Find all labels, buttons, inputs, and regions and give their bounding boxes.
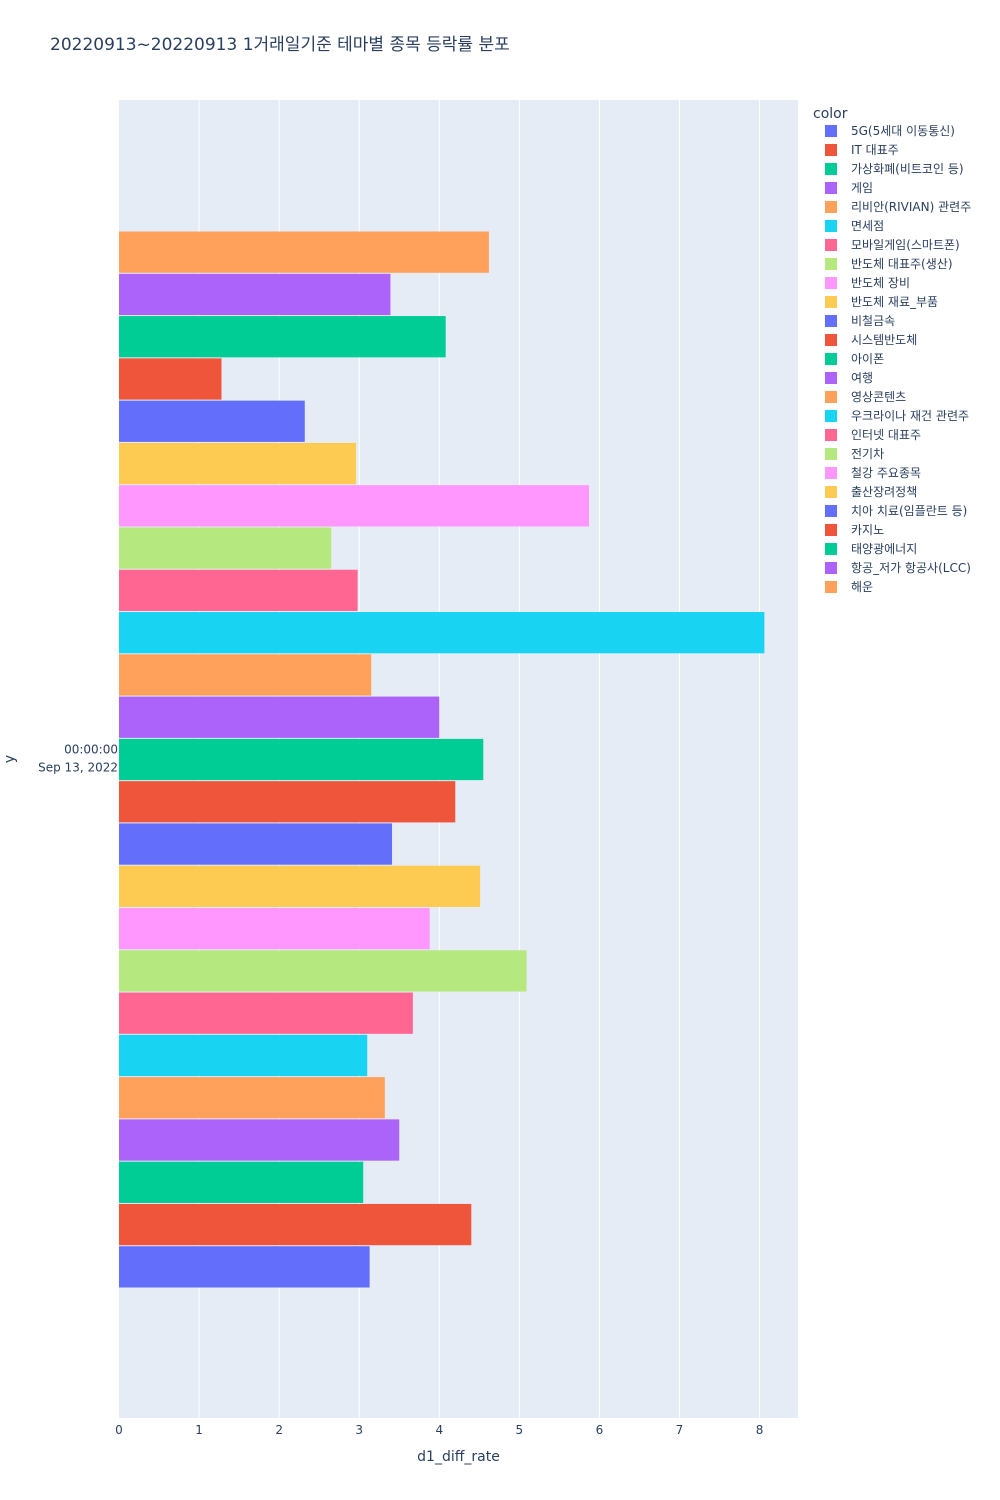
bar-19 (119, 442, 357, 485)
legend-label-3: 게임 (851, 181, 873, 195)
bar-5 (119, 1034, 368, 1077)
bar-17 (119, 527, 332, 569)
chart-title: 20220913~20220913 1거래일기준 테마별 종목 등락률 분포 (50, 35, 510, 55)
legend-swatch-2 (825, 163, 837, 175)
legend-label-14: 영상콘텐츠 (851, 390, 906, 404)
legend-swatch-0 (825, 125, 837, 137)
bar-6 (119, 992, 413, 1034)
bars (119, 231, 765, 1288)
legend-swatch-8 (825, 277, 837, 289)
bar-13 (119, 696, 440, 738)
bar-8 (119, 907, 430, 950)
legend-swatch-16 (825, 429, 837, 441)
legend-label-9: 반도체 재료_부품 (851, 295, 938, 309)
bar-12 (119, 738, 484, 781)
x-tick-label: 6 (596, 1423, 604, 1437)
legend-label-11: 시스템반도체 (851, 333, 917, 347)
x-tick-label: 8 (756, 1423, 764, 1437)
bar-23 (119, 273, 391, 316)
bar-9 (119, 865, 481, 907)
bar-20 (119, 400, 305, 442)
x-tick-label: 1 (195, 1423, 203, 1437)
bar-7 (119, 950, 527, 992)
x-tick-label: 3 (355, 1423, 363, 1437)
legend-swatch-11 (825, 334, 837, 346)
legend-label-21: 카지노 (851, 523, 884, 537)
bar-2 (119, 1161, 364, 1203)
bar-18 (119, 485, 590, 527)
legend-swatch-23 (825, 562, 837, 574)
legend-label-13: 여행 (851, 370, 873, 385)
y-tick-label-time: 00:00:00 (64, 743, 118, 757)
legend-label-20: 치아 치료(임플란트 등) (851, 504, 967, 518)
legend-label-15: 우크라이나 재건 관련주 (851, 409, 969, 423)
legend-label-6: 모바일게임(스마트폰) (851, 238, 960, 252)
legend-swatch-7 (825, 258, 837, 270)
legend-label-2: 가상화폐(비트코인 등) (851, 162, 964, 176)
legend-swatch-17 (825, 448, 837, 460)
x-tick-label: 0 (115, 1423, 123, 1437)
legend-swatch-1 (825, 144, 837, 156)
legend-swatch-24 (825, 581, 837, 593)
y-axis-title: y (2, 755, 18, 763)
legend-swatch-9 (825, 296, 837, 308)
legend-swatch-15 (825, 410, 837, 422)
legend-swatch-13 (825, 372, 837, 384)
legend-swatch-5 (825, 220, 837, 232)
bar-3 (119, 1119, 400, 1161)
legend-label-16: 인터넷 대표주 (851, 428, 921, 442)
legend-swatch-22 (825, 543, 837, 555)
bar-15 (119, 612, 765, 654)
x-tick-label: 2 (275, 1423, 283, 1437)
x-tick-label: 5 (516, 1423, 524, 1437)
legend-swatch-20 (825, 505, 837, 517)
legend-label-4: 리비안(RIVIAN) 관련주 (851, 200, 971, 214)
legend-label-22: 태양광에너지 (851, 542, 917, 556)
x-axis-ticks: 0 1 2 3 4 5 6 7 8 (115, 1423, 763, 1437)
legend-label-8: 반도체 장비 (851, 276, 910, 290)
y-tick-label-date: Sep 13, 2022 (38, 761, 118, 775)
legend-label-10: 비철금속 (851, 314, 895, 328)
legend-swatch-19 (825, 486, 837, 498)
bar-21 (119, 358, 222, 400)
bar-22 (119, 316, 446, 358)
legend-swatch-6 (825, 239, 837, 251)
bar-1 (119, 1203, 472, 1246)
bar-16 (119, 569, 358, 612)
x-tick-label: 7 (676, 1423, 684, 1437)
bar-10 (119, 823, 393, 865)
legend-label-24: 해운 (851, 580, 873, 594)
legend-label-1: IT 대표주 (851, 143, 899, 157)
legend-swatch-14 (825, 391, 837, 403)
legend-swatch-4 (825, 201, 837, 213)
bar-24 (119, 231, 489, 273)
legend-label-19: 출산장려정책 (851, 484, 917, 499)
legend-swatch-21 (825, 524, 837, 536)
bar-14 (119, 654, 372, 696)
bar-11 (119, 781, 456, 823)
x-tick-label: 4 (435, 1423, 443, 1437)
x-axis-title: d1_diff_rate (417, 1449, 500, 1465)
legend-label-12: 아이폰 (851, 352, 884, 366)
bar-4 (119, 1077, 385, 1119)
legend-label-5: 면세점 (851, 219, 884, 233)
legend-swatch-12 (825, 353, 837, 365)
legend-title: color (813, 106, 848, 122)
legend-label-7: 반도체 대표주(생산) (851, 257, 953, 271)
legend-label-17: 전기차 (851, 447, 884, 461)
legend-swatch-3 (825, 182, 837, 194)
bar-0 (119, 1246, 370, 1288)
legend-label-23: 항공_저가 항공사(LCC) (851, 561, 971, 575)
legend-swatch-10 (825, 315, 837, 327)
legend-label-0: 5G(5세대 이동통신) (851, 124, 955, 138)
legend-label-18: 철강 주요종목 (851, 466, 921, 480)
legend-swatch-18 (825, 467, 837, 479)
